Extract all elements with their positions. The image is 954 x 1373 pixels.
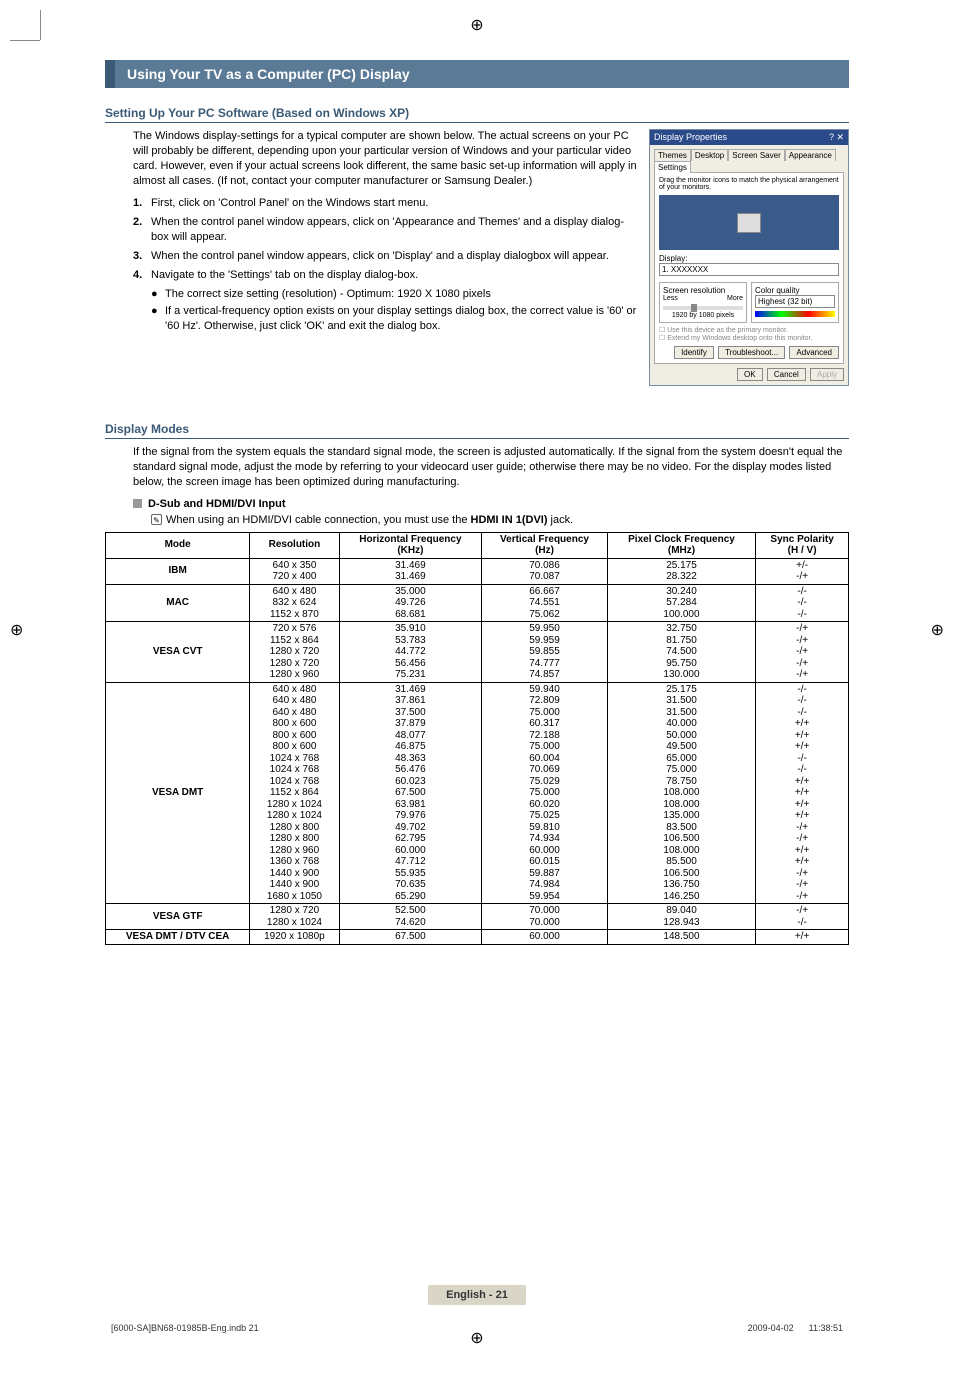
display-modes-table: Mode Resolution Horizontal Frequency (KH… [105, 532, 849, 945]
bullet-2: If a vertical-frequency option exists on… [165, 304, 637, 334]
registration-mark: ⊕ [470, 1328, 483, 1348]
col-vfreq: Vertical Frequency (Hz) [482, 532, 608, 558]
dialog-tabs: ThemesDesktopScreen SaverAppearance Setti… [654, 149, 844, 173]
col-resolution: Resolution [250, 532, 339, 558]
table-row: VESA DMT640 x 480 640 x 480 640 x 480 80… [106, 682, 849, 904]
note-icon: ✎ [151, 514, 162, 525]
resolution-value: 1920 by 1080 pixels [663, 312, 743, 319]
tab-themes[interactable]: Themes [654, 149, 691, 161]
quality-select[interactable]: Highest (32 bit) [755, 295, 835, 308]
section-title: Using Your TV as a Computer (PC) Display [105, 60, 849, 88]
cancel-button[interactable]: Cancel [767, 368, 806, 381]
col-mode: Mode [106, 532, 250, 558]
print-timestamp: 2009-04-02 11:38:51 [748, 1323, 843, 1333]
subheading-setup: Setting Up Your PC Software (Based on Wi… [105, 106, 849, 123]
registration-mark: ⊕ [470, 15, 483, 35]
page-number-badge: English - 21 [428, 1285, 526, 1305]
advanced-button[interactable]: Advanced [789, 346, 839, 359]
display-select[interactable]: 1. XXXXXXX [659, 263, 839, 276]
display-properties-figure: Display Properties ? ✕ ThemesDesktopScre… [649, 129, 849, 386]
step-3: When the control panel window appears, c… [151, 249, 609, 264]
res-more: More [727, 295, 743, 302]
tab-screensaver[interactable]: Screen Saver [728, 149, 784, 161]
res-less: Less [663, 295, 678, 302]
crop-mark [40, 10, 41, 40]
registration-mark: ⊕ [931, 620, 944, 640]
table-row: VESA CVT720 x 576 1152 x 864 1280 x 720 … [106, 622, 849, 683]
crop-mark [10, 40, 40, 41]
table-row: VESA GTF1280 x 720 1280 x 102452.500 74.… [106, 904, 849, 930]
tab-desktop[interactable]: Desktop [691, 149, 728, 161]
table-row: IBM640 x 350 720 x 40031.469 31.46970.08… [106, 558, 849, 584]
col-sync: Sync Polarity (H / V) [756, 532, 849, 558]
identify-button[interactable]: Identify [674, 346, 714, 359]
display-label: Display: [659, 254, 839, 263]
registration-mark: ⊕ [10, 620, 23, 640]
resolution-slider[interactable] [663, 306, 743, 310]
dialog-title: Display Properties [654, 132, 727, 143]
quality-bar [755, 311, 835, 317]
step-4: Navigate to the 'Settings' tab on the di… [151, 268, 418, 283]
table-row: VESA DMT / DTV CEA1920 x 1080p67.50060.0… [106, 930, 849, 945]
chk-extend: ☐ Extend my Windows desktop onto this mo… [659, 334, 839, 342]
tab-settings[interactable]: Settings [654, 161, 691, 173]
dialog-controls: ? ✕ [829, 132, 844, 143]
quality-label: Color quality [755, 286, 835, 295]
dialog-drag-hint: Drag the monitor icons to match the phys… [659, 177, 839, 191]
dsub-label: D-Sub and HDMI/DVI Input [148, 498, 285, 510]
ok-button[interactable]: OK [737, 368, 763, 381]
resolution-label: Screen resolution [663, 286, 743, 295]
bullet-1: The correct size setting (resolution) - … [165, 287, 491, 302]
step-2: When the control panel window appears, c… [151, 215, 637, 245]
tab-appearance[interactable]: Appearance [785, 149, 836, 161]
table-row: MAC640 x 480 832 x 624 1152 x 87035.000 … [106, 584, 849, 622]
col-hfreq: Horizontal Frequency (KHz) [339, 532, 482, 558]
step-1: First, click on 'Control Panel' on the W… [151, 196, 428, 211]
apply-button[interactable]: Apply [810, 368, 844, 381]
troubleshoot-button[interactable]: Troubleshoot... [718, 346, 785, 359]
subheading-modes: Display Modes [105, 422, 849, 439]
doc-reference: [6000-SA]BN68-01985B-Eng.indb 21 [111, 1323, 259, 1333]
hdmi-note: ✎When using an HDMI/DVI cable connection… [151, 514, 849, 526]
square-bullet-icon [133, 499, 142, 508]
modes-intro: If the signal from the system equals the… [133, 445, 849, 490]
col-pclock: Pixel Clock Frequency (MHz) [607, 532, 755, 558]
monitor-preview [659, 195, 839, 250]
dsub-row: D-Sub and HDMI/DVI Input [133, 498, 849, 510]
chk-primary: ☐ Use this device as the primary monitor… [659, 326, 839, 334]
